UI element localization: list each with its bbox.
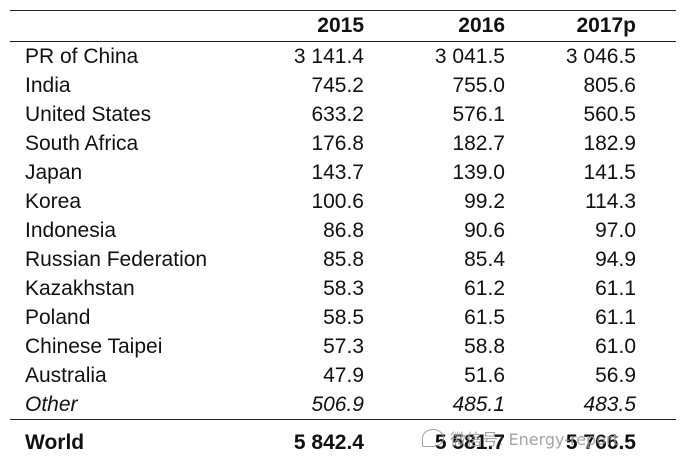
row-2016: 576.1: [452, 103, 505, 126]
row-2015: 58.3: [323, 277, 364, 300]
row-country: India: [25, 74, 71, 97]
world-label: World: [25, 431, 85, 454]
row-2017p: 141.5: [583, 161, 636, 184]
watermark-text: 微信号: Energy-report: [450, 430, 619, 449]
world-2015: 5 842.4: [293, 431, 364, 454]
row-2016: 85.4: [464, 248, 505, 271]
row-2016: 58.8: [464, 335, 505, 358]
row-country: Other: [25, 393, 78, 416]
row-2016: 51.6: [464, 364, 505, 387]
row-2017p: 61.1: [595, 306, 636, 329]
world-total-row: World 5 842.4 5 581.7 5 766.5: [10, 426, 676, 460]
row-2016: 61.2: [464, 277, 505, 300]
row-2015: 506.9: [311, 393, 364, 416]
header-row: 2015 2016 2017p: [10, 11, 676, 41]
row-2017p: 94.9: [595, 248, 636, 271]
row-2016: 139.0: [452, 161, 505, 184]
table-body: PR of China 3 141.4 3 041.5 3 046.5 India 745…: [10, 42, 676, 419]
row-2016: 90.6: [464, 219, 505, 242]
row-2017p: 97.0: [595, 219, 636, 242]
row-2015: 47.9: [323, 364, 364, 387]
row-2016: 182.7: [452, 132, 505, 155]
row-country: Indonesia: [25, 219, 117, 242]
table-row: Kazakhstan 58.3 61.2 61.1: [10, 274, 676, 303]
row-2017p: 560.5: [583, 103, 636, 126]
header-2016: 2016: [458, 14, 505, 37]
table-row: Chinese Taipei 57.3 58.8 61.0: [10, 332, 676, 361]
row-2017p: 56.9: [595, 364, 636, 387]
row-2017p: 483.5: [583, 393, 636, 416]
row-2015: 57.3: [323, 335, 364, 358]
row-2015: 3 141.4: [293, 45, 364, 68]
row-2015: 745.2: [311, 74, 364, 97]
row-2015: 100.6: [311, 190, 364, 213]
header-rule: [10, 41, 676, 42]
row-country: United States: [25, 103, 152, 126]
watermark: 微信号: Energy-report: [422, 426, 619, 450]
header-2015: 2015: [317, 14, 364, 37]
row-2016: 755.0: [452, 74, 505, 97]
row-country: South Africa: [25, 132, 139, 155]
row-country: Japan: [25, 161, 83, 184]
row-2015: 633.2: [311, 103, 364, 126]
top-rule: [10, 10, 676, 11]
table-row: Indonesia 86.8 90.6 97.0: [10, 216, 676, 245]
row-2015: 143.7: [311, 161, 364, 184]
world-2016: 5 581.7: [434, 431, 505, 454]
table-row: Russian Federation 85.8 85.4 94.9: [10, 245, 676, 274]
row-2015: 86.8: [323, 219, 364, 242]
row-2017p: 61.0: [595, 335, 636, 358]
row-country: Australia: [25, 364, 107, 387]
table-row: Korea 100.6 99.2 114.3: [10, 187, 676, 216]
row-2016: 61.5: [464, 306, 505, 329]
row-country: Chinese Taipei: [25, 335, 163, 358]
row-2015: 85.8: [323, 248, 364, 271]
table-row: Australia 47.9 51.6 56.9: [10, 361, 676, 390]
world-2017p: 5 766.5: [565, 431, 636, 454]
total-rule: [10, 419, 676, 420]
row-2017p: 805.6: [583, 74, 636, 97]
row-2015: 58.5: [323, 306, 364, 329]
table-row: India 745.2 755.0 805.6: [10, 71, 676, 100]
table-row: Poland 58.5 61.5 61.1: [10, 303, 676, 332]
header-2017p: 2017p: [576, 14, 636, 37]
row-2017p: 3 046.5: [565, 45, 636, 68]
row-country: Korea: [25, 190, 82, 213]
row-2017p: 61.1: [595, 277, 636, 300]
table-row: Other 506.9 485.1 483.5: [10, 390, 676, 419]
table-row: United States 633.2 576.1 560.5: [10, 100, 676, 129]
row-country: Poland: [25, 306, 91, 329]
row-2017p: 182.9: [583, 132, 636, 155]
row-country: PR of China: [25, 45, 139, 68]
table-row: Japan 143.7 139.0 141.5: [10, 158, 676, 187]
wechat-icon: [422, 429, 444, 447]
row-2016: 99.2: [464, 190, 505, 213]
row-country: Russian Federation: [25, 248, 208, 271]
row-2015: 176.8: [311, 132, 364, 155]
row-country: Kazakhstan: [25, 277, 135, 300]
coal-consumption-table: 2015 2016 2017p PR of China 3 141.4 3 041.…: [10, 10, 676, 460]
row-2016: 485.1: [452, 393, 505, 416]
row-2016: 3 041.5: [434, 45, 505, 68]
row-2017p: 114.3: [585, 190, 636, 213]
table-row: South Africa 176.8 182.7 182.9: [10, 129, 676, 158]
table-row: PR of China 3 141.4 3 041.5 3 046.5: [10, 42, 676, 71]
